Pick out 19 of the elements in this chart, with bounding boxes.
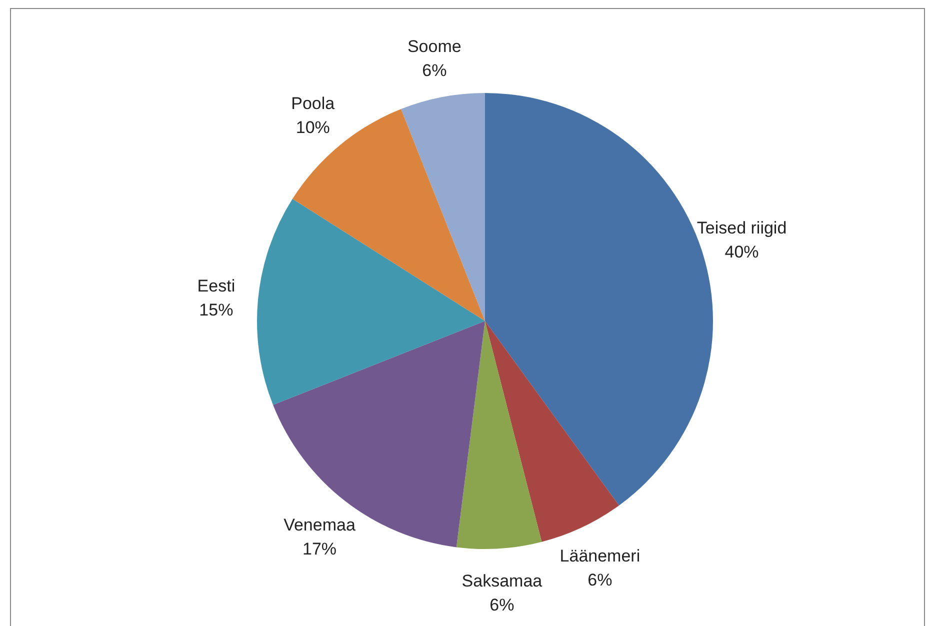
slice-label: Läänemeri (560, 546, 640, 566)
pie-slice (401, 93, 485, 321)
pie-slice (257, 198, 485, 405)
pie-slice (292, 109, 485, 321)
slice-label: Venemaa (284, 515, 356, 534)
slice-label: Teised riigid (696, 218, 787, 238)
data-label: 6% (588, 570, 612, 590)
data-label: 15% (199, 300, 234, 320)
data-label: 17% (302, 539, 337, 558)
pie-slice (456, 321, 542, 549)
data-label: 10% (296, 118, 330, 137)
slice-label: Eesti (197, 276, 236, 296)
slice-label: Saksamaa (462, 571, 543, 590)
slice-label: Poola (291, 94, 336, 113)
data-label: 6% (490, 595, 514, 614)
pie-slice (485, 321, 620, 542)
slice-label: Soome (407, 36, 462, 56)
data-label: 6% (422, 60, 447, 80)
data-label: 40% (724, 242, 759, 262)
